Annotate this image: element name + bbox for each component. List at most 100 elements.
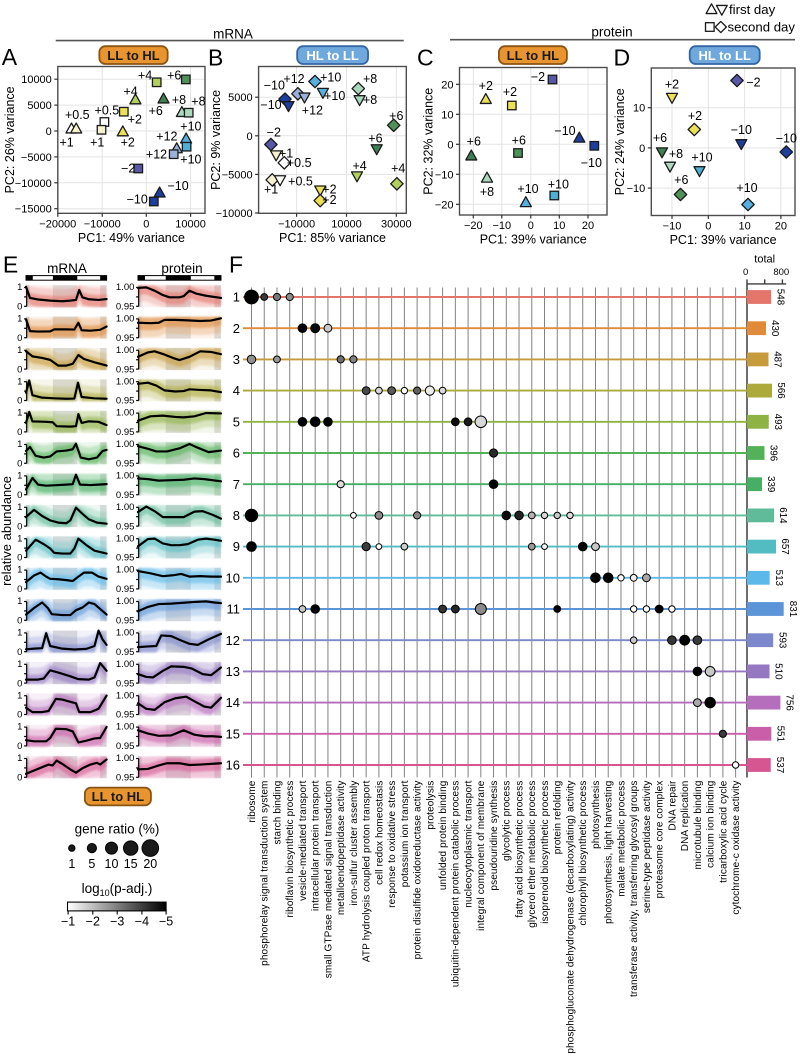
svg-text:phosphogluconate dehydrogenase: phosphogluconate dehydrogenase (decarbox… <box>565 781 576 1054</box>
svg-text:photosynthesis: photosynthesis <box>591 781 602 849</box>
svg-text:PC2: 26% variance: PC2: 26% variance <box>3 86 17 193</box>
svg-text:0: 0 <box>143 218 149 230</box>
svg-text:1: 1 <box>17 408 22 419</box>
svg-text:pseudouridine synthesis: pseudouridine synthesis <box>489 781 500 891</box>
svg-text:0.95: 0.95 <box>116 773 135 784</box>
svg-text:0: 0 <box>528 220 534 232</box>
svg-text:+10: +10 <box>320 71 341 85</box>
svg-text:tricarboxylic acid cycle: tricarboxylic acid cycle <box>718 780 729 883</box>
svg-text:−20000: −20000 <box>39 218 76 230</box>
svg-text:unfolded protein binding: unfolded protein binding <box>438 781 449 891</box>
svg-text:0: 0 <box>447 139 453 151</box>
svg-text:protein: protein <box>591 25 632 40</box>
svg-text:−3: −3 <box>110 915 124 929</box>
svg-text:total: total <box>754 254 775 266</box>
svg-text:C: C <box>417 45 434 71</box>
svg-text:0: 0 <box>17 553 22 564</box>
svg-text:10: 10 <box>441 109 453 121</box>
svg-text:serine-type peptidase activity: serine-type peptidase activity <box>642 781 653 914</box>
svg-text:0: 0 <box>17 647 22 658</box>
svg-text:−10: −10 <box>167 179 188 193</box>
svg-text:1.00: 1.00 <box>116 722 135 733</box>
svg-text:gene ratio (%): gene ratio (%) <box>75 822 160 837</box>
svg-text:20: 20 <box>775 221 787 233</box>
svg-text:0.95: 0.95 <box>116 584 135 595</box>
svg-text:1: 1 <box>17 471 22 482</box>
svg-text:−5000: −5000 <box>222 169 253 181</box>
svg-text:3: 3 <box>233 352 240 367</box>
svg-text:0.95: 0.95 <box>116 333 135 344</box>
svg-text:ribosome: ribosome <box>247 780 258 822</box>
svg-text:−1: −1 <box>61 915 75 929</box>
svg-text:integral component of membrane: integral component of membrane <box>476 780 487 931</box>
svg-text:0.95: 0.95 <box>116 302 135 313</box>
svg-text:1: 1 <box>68 857 75 871</box>
svg-text:−10: −10 <box>127 193 148 207</box>
svg-text:B: B <box>208 45 223 71</box>
svg-text:10: 10 <box>553 220 565 232</box>
svg-text:1.00: 1.00 <box>116 533 135 544</box>
svg-text:0: 0 <box>17 427 22 438</box>
svg-text:0: 0 <box>17 773 22 784</box>
svg-text:1.00: 1.00 <box>116 408 135 419</box>
svg-text:1: 1 <box>17 565 22 576</box>
svg-text:+4: +4 <box>123 84 137 98</box>
svg-text:614: 614 <box>777 507 788 524</box>
svg-text:PC2: 24% variance: PC2: 24% variance <box>613 88 627 195</box>
svg-text:1.00: 1.00 <box>116 753 135 764</box>
svg-text:−2: −2 <box>531 70 545 84</box>
svg-text:1: 1 <box>233 290 240 305</box>
svg-text:0: 0 <box>17 521 22 532</box>
svg-text:phosphorelay signal transducti: phosphorelay signal transduction system <box>260 781 271 966</box>
svg-text:487: 487 <box>772 351 783 367</box>
svg-text:1.00: 1.00 <box>116 659 135 670</box>
svg-text:−20: −20 <box>435 199 454 211</box>
svg-text:1: 1 <box>17 596 22 607</box>
svg-text:+1: +1 <box>279 147 293 161</box>
svg-text:PC1: 49% variance: PC1: 49% variance <box>78 231 185 245</box>
svg-text:+6: +6 <box>368 132 382 146</box>
svg-text:riboflavin biosynthetic proces: riboflavin biosynthetic process <box>285 781 296 918</box>
svg-text:+0.5: +0.5 <box>287 156 312 170</box>
svg-text:−2: −2 <box>746 75 760 89</box>
svg-text:PC2: 9% variance: PC2: 9% variance <box>209 90 223 190</box>
svg-text:−10: −10 <box>627 183 646 195</box>
svg-text:+10: +10 <box>736 181 757 195</box>
svg-text:proteolysis: proteolysis <box>425 781 436 830</box>
svg-text:551: 551 <box>774 726 785 742</box>
svg-text:+10: +10 <box>691 150 712 164</box>
svg-text:+8: +8 <box>480 185 494 199</box>
svg-text:+2: +2 <box>322 193 336 207</box>
svg-text:cell redox homeostasis: cell redox homeostasis <box>374 781 385 885</box>
svg-text:548: 548 <box>774 289 785 306</box>
svg-text:0: 0 <box>17 490 22 501</box>
svg-text:4: 4 <box>233 383 240 398</box>
svg-text:microtubule binding: microtubule binding <box>693 781 704 870</box>
svg-text:2: 2 <box>233 321 240 336</box>
svg-text:nucleocytoplasmic transport: nucleocytoplasmic transport <box>464 780 475 907</box>
svg-text:−10: −10 <box>435 169 454 181</box>
svg-text:1.00: 1.00 <box>116 690 135 701</box>
svg-text:+0.5: +0.5 <box>95 103 120 117</box>
svg-text:593: 593 <box>776 632 787 649</box>
svg-text:1.00: 1.00 <box>116 596 135 607</box>
svg-text:mRNA: mRNA <box>213 27 253 42</box>
svg-text:isoprenoid biosynthetic proces: isoprenoid biosynthetic process <box>540 781 551 924</box>
svg-text:831: 831 <box>787 601 798 617</box>
svg-text:756: 756 <box>783 694 794 711</box>
svg-text:+4: +4 <box>138 68 152 82</box>
svg-text:cytochrome-c oxidase activity: cytochrome-c oxidase activity <box>731 781 742 915</box>
svg-text:0.95: 0.95 <box>116 647 135 658</box>
svg-text:+6: +6 <box>389 109 403 123</box>
svg-text:+8: +8 <box>363 72 377 86</box>
svg-text:10000: 10000 <box>21 74 52 86</box>
svg-text:PC1: 39% variance: PC1: 39% variance <box>670 233 777 247</box>
svg-text:PC1: 85% variance: PC1: 85% variance <box>279 231 386 245</box>
svg-text:1.00: 1.00 <box>116 439 135 450</box>
svg-text:11: 11 <box>227 602 241 617</box>
svg-text:0: 0 <box>17 616 22 627</box>
svg-text:10000: 10000 <box>331 218 362 230</box>
svg-text:5000: 5000 <box>228 92 252 104</box>
svg-text:protein: protein <box>161 261 202 276</box>
svg-text:5: 5 <box>88 857 95 871</box>
